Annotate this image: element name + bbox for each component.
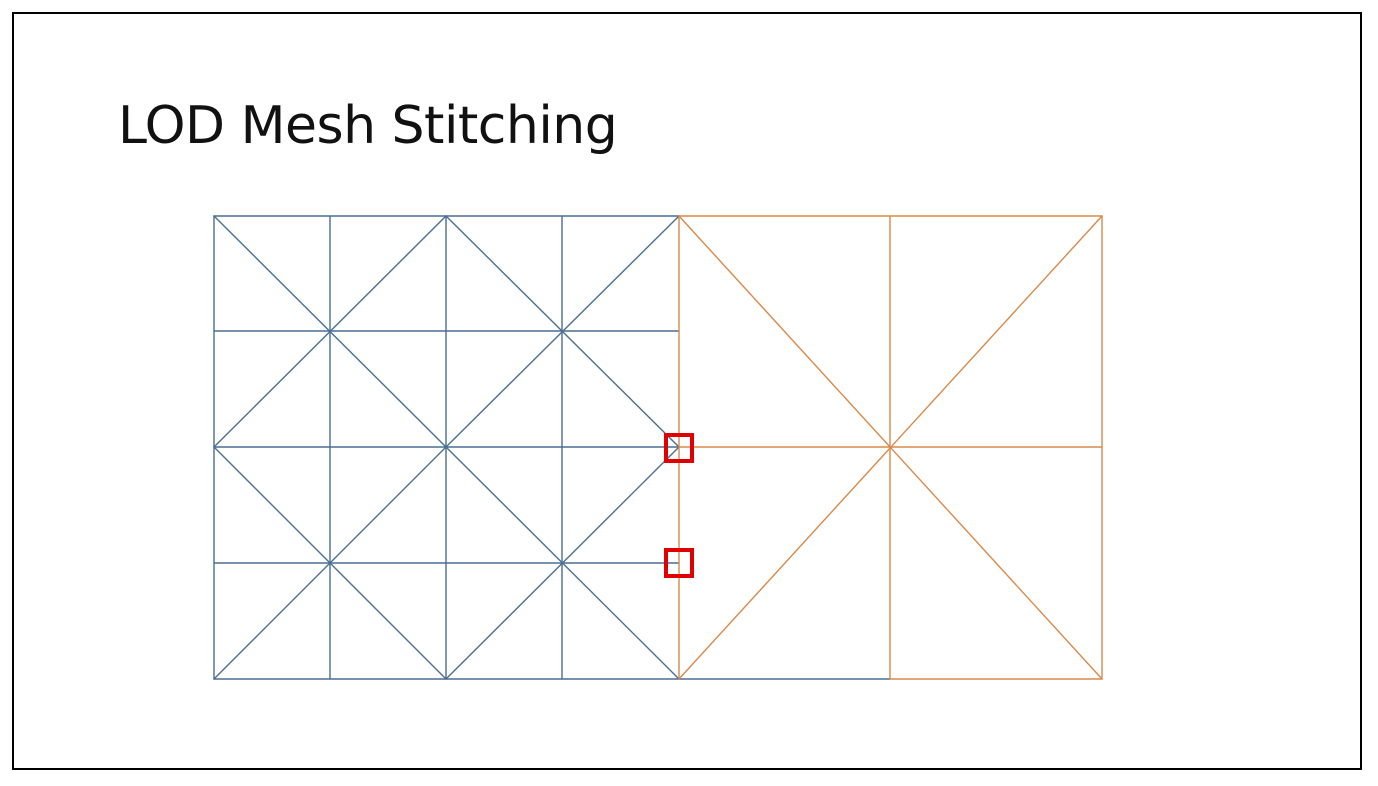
high-lod-diagonal-edge <box>213 446 447 680</box>
stitch-markers <box>664 433 694 578</box>
slide-frame: LOD Mesh Stitching <box>12 12 1362 770</box>
low-lod-diagonal-edge <box>678 215 1103 680</box>
slide-title: LOD Mesh Stitching <box>118 96 618 156</box>
high-lod-diagonal-edge <box>213 215 447 448</box>
high-lod-diagonal-edge <box>445 446 680 680</box>
high-lod-diagonal-edge <box>445 215 680 448</box>
high-lod-mesh <box>213 215 891 680</box>
stitch-vertex-marker <box>664 548 694 578</box>
stitch-vertex-marker <box>664 433 694 463</box>
low-lod-mesh <box>678 215 1103 680</box>
